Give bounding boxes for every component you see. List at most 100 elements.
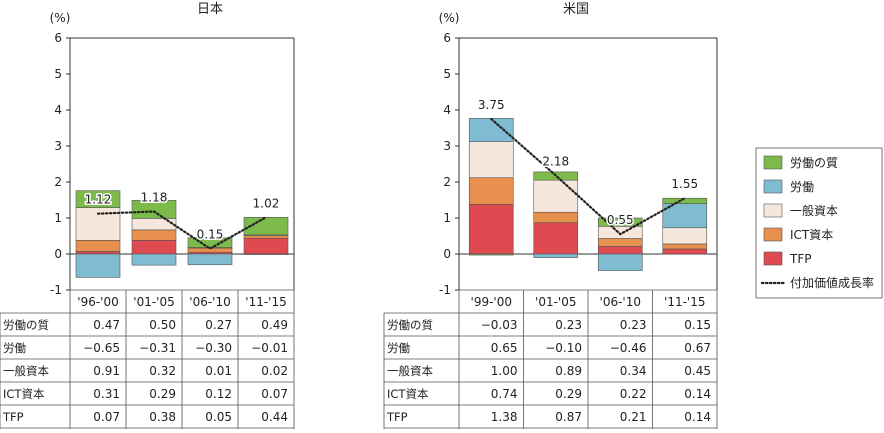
bar-segment-tfp — [533, 222, 579, 255]
legend-swatch — [763, 155, 783, 170]
table-cell: −0.65 — [83, 341, 120, 355]
table-cell: 1.38 — [491, 410, 518, 424]
legend-label: 付加価値成長率 — [790, 275, 874, 290]
table-row-label: TFP — [2, 410, 24, 424]
legend-label: TFP — [789, 252, 811, 266]
legend-label: 一般資本 — [790, 203, 838, 218]
legend-swatch — [763, 251, 783, 266]
bar-segment-labor-quality — [243, 216, 289, 236]
chart-title: 米国 — [563, 2, 589, 17]
y-tick-label: 4 — [443, 103, 451, 117]
table-cell: 0.22 — [620, 387, 647, 401]
bar-segment-tfp — [597, 246, 643, 255]
y-tick-label: 0 — [443, 247, 451, 261]
x-category-label: '11-'15 — [664, 295, 705, 309]
table-cell: 0.34 — [620, 364, 647, 378]
y-tick-label: -1 — [50, 283, 62, 297]
growth-rate-label: 1.55 — [671, 177, 698, 191]
table-cell: 0.49 — [261, 318, 288, 332]
bar-segment-labor-quality — [131, 200, 177, 219]
legend-swatch — [763, 179, 783, 194]
bar-segment-labor — [243, 253, 289, 255]
bar-segment-ict-capital — [597, 238, 643, 247]
table-cell: 0.07 — [93, 410, 120, 424]
bar-segment-ict-capital — [662, 243, 708, 250]
growth-rate-label: 1.12 — [85, 193, 112, 207]
bar-segment-tfp — [131, 240, 177, 255]
table-row-label: 労働の質 — [387, 318, 433, 332]
table-cell: 0.67 — [684, 341, 711, 355]
y-tick-label: 3 — [54, 139, 62, 153]
table-cell: 0.01 — [205, 364, 232, 378]
bar-segment-labor-quality — [468, 253, 514, 256]
table-cell: 0.31 — [93, 387, 120, 401]
y-tick-label: -1 — [439, 283, 451, 297]
y-tick-label: 6 — [443, 31, 451, 45]
table-row-label: 労働 — [387, 341, 410, 355]
bar-segment-labor — [131, 253, 177, 266]
table-cell: 0.15 — [684, 318, 711, 332]
bar-segment-tfp — [243, 237, 289, 255]
table-cell: 0.07 — [261, 387, 288, 401]
bar-segment-labor — [75, 253, 121, 278]
table-cell: 0.12 — [205, 387, 232, 401]
chart-title: 日本 — [197, 2, 223, 17]
table-cell: 0.14 — [684, 410, 711, 424]
table-row-label: 一般資本 — [387, 364, 433, 378]
table-row-label: 労働の質 — [3, 318, 49, 332]
table-cell: 0.50 — [149, 318, 176, 332]
legend-box — [755, 147, 883, 299]
table-cell: −0.10 — [545, 341, 582, 355]
x-category-label: '01-'05 — [133, 295, 174, 309]
x-category-label: '01-'05 — [535, 295, 576, 309]
y-tick-label: 6 — [54, 31, 62, 45]
table-cell: 0.23 — [620, 318, 647, 332]
bar-segment-labor — [533, 253, 579, 258]
table-cell: −0.01 — [251, 341, 288, 355]
growth-rate-label: 1.18 — [141, 191, 168, 205]
growth-rate-label: 3.75 — [478, 98, 505, 112]
table-row-label: TFP — [386, 410, 408, 424]
bar-segment-general-capital — [597, 225, 643, 239]
table-cell: −0.30 — [195, 341, 232, 355]
table-cell: 0.29 — [555, 387, 582, 401]
bar-segment-tfp — [468, 204, 514, 255]
bar-segment-labor — [597, 253, 643, 271]
x-category-label: '96-'00 — [77, 295, 118, 309]
growth-rate-line — [490, 117, 686, 236]
table-row-label: ICT資本 — [3, 387, 45, 401]
bar-segment-labor — [187, 253, 233, 266]
growth-rate-label: 1.02 — [253, 196, 280, 210]
table-cell: −0.31 — [139, 341, 176, 355]
y-tick-label: 4 — [54, 103, 62, 117]
bar-segment-ict-capital — [468, 177, 514, 205]
y-tick-label: 1 — [54, 211, 62, 225]
bar-segment-tfp — [662, 248, 708, 255]
table-row-label: 労働 — [3, 341, 26, 355]
y-tick-label: 5 — [443, 67, 451, 81]
table-cell: 0.27 — [205, 318, 232, 332]
table-cell: 0.89 — [555, 364, 582, 378]
bar-segment-general-capital — [131, 218, 177, 231]
legend-label: ICT資本 — [790, 228, 833, 242]
x-category-label: '99-'00 — [471, 295, 512, 309]
table-cell: 0.29 — [149, 387, 176, 401]
table-row-label: ICT資本 — [387, 387, 429, 401]
legend-label: 労働の質 — [790, 155, 838, 170]
table-cell: 0.44 — [261, 410, 288, 424]
table-cell: 0.47 — [93, 318, 120, 332]
table-cell: 0.45 — [684, 364, 711, 378]
x-category-label: '11-'15 — [245, 295, 286, 309]
table-cell: 0.65 — [491, 341, 518, 355]
y-tick-label: 3 — [443, 139, 451, 153]
bar-segment-labor-quality — [75, 190, 121, 208]
y-tick-label: 2 — [54, 175, 62, 189]
legend-swatch — [763, 227, 783, 242]
x-category-label: '06-'10 — [189, 295, 230, 309]
table-cell: 0.91 — [93, 364, 120, 378]
table-cell: 0.87 — [555, 410, 582, 424]
table-cell: 0.21 — [620, 410, 647, 424]
growth-rate-line — [96, 210, 268, 250]
table-row-label: 一般資本 — [3, 364, 49, 378]
